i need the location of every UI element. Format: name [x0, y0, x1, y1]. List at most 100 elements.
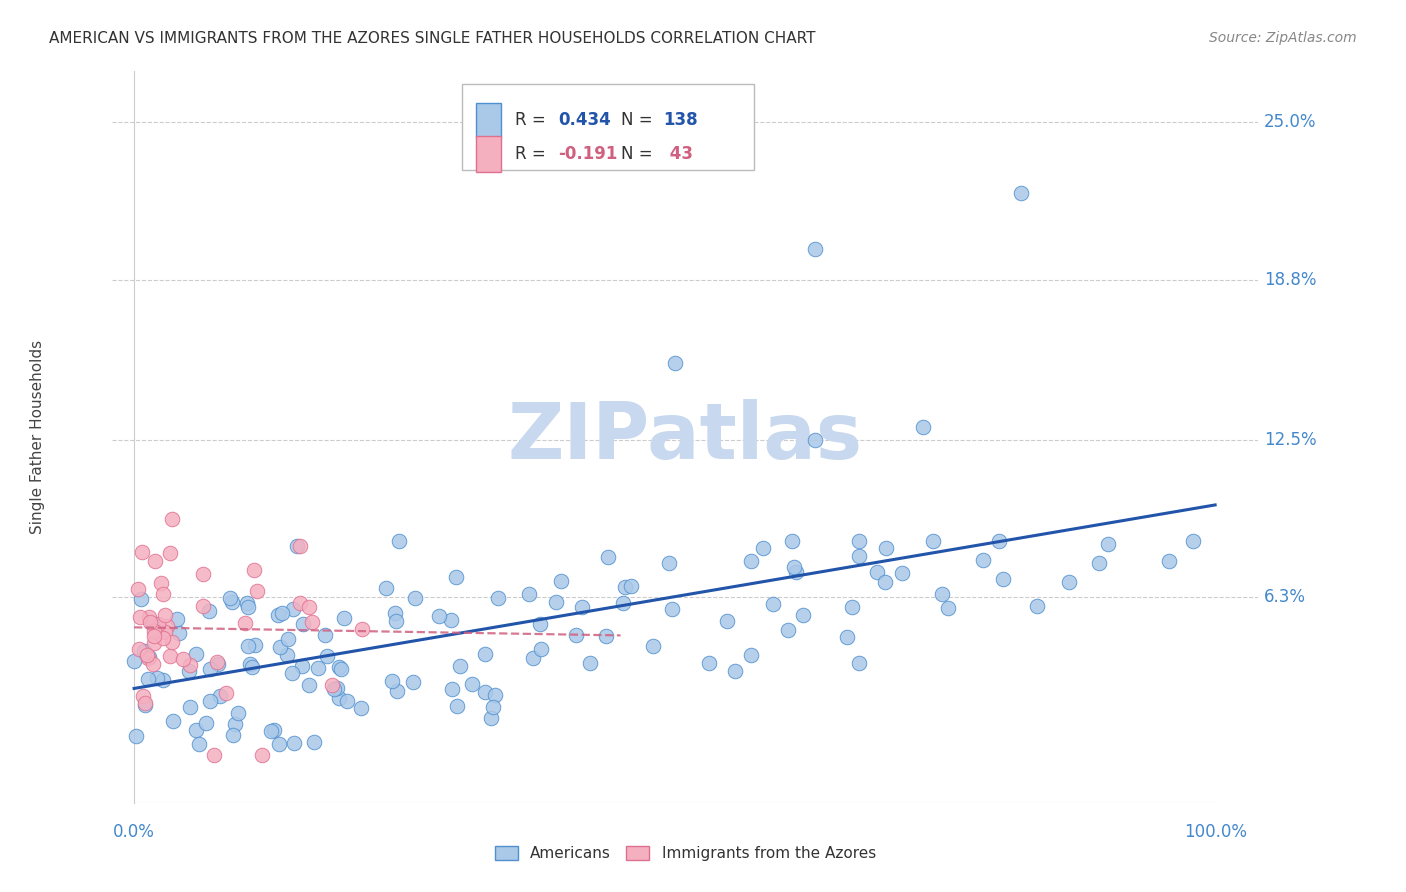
- Text: 138: 138: [664, 112, 699, 129]
- Point: [912, 420, 935, 434]
- Point: [269, 640, 291, 655]
- Point: [131, 545, 153, 559]
- Point: [207, 657, 229, 671]
- Point: [479, 711, 502, 725]
- Point: [239, 657, 262, 671]
- Point: [579, 656, 602, 670]
- Text: 25.0%: 25.0%: [1264, 113, 1316, 131]
- Point: [226, 706, 249, 720]
- Point: [186, 647, 208, 661]
- Point: [136, 673, 159, 687]
- Point: [848, 656, 870, 670]
- Point: [162, 512, 184, 526]
- Point: [187, 738, 209, 752]
- Point: [804, 433, 827, 447]
- Point: [167, 626, 190, 640]
- Point: [218, 591, 240, 605]
- Point: [546, 595, 568, 609]
- Point: [440, 613, 463, 627]
- Point: [277, 632, 299, 646]
- Bar: [475, 136, 501, 171]
- Point: [316, 648, 339, 663]
- Text: N =: N =: [621, 112, 658, 129]
- Point: [658, 556, 681, 570]
- Text: 0.0%: 0.0%: [112, 823, 155, 841]
- Point: [931, 586, 953, 600]
- Point: [134, 698, 156, 713]
- Point: [785, 566, 807, 580]
- Point: [875, 575, 897, 590]
- Point: [134, 696, 156, 710]
- Point: [138, 650, 160, 665]
- Point: [614, 580, 637, 594]
- Point: [129, 592, 152, 607]
- Point: [162, 714, 184, 728]
- Point: [461, 676, 484, 690]
- Point: [402, 675, 425, 690]
- Point: [142, 657, 165, 672]
- Point: [352, 622, 374, 636]
- Legend: Americans, Immigrants from the Azores: Americans, Immigrants from the Azores: [495, 846, 876, 861]
- Point: [205, 655, 228, 669]
- Point: [697, 656, 720, 670]
- Point: [156, 619, 179, 633]
- Point: [143, 554, 166, 568]
- Point: [270, 606, 292, 620]
- Point: [326, 681, 349, 695]
- Point: [143, 636, 166, 650]
- Point: [336, 693, 359, 707]
- Point: [972, 553, 994, 567]
- Point: [804, 242, 827, 256]
- Point: [1010, 186, 1032, 201]
- Point: [172, 652, 194, 666]
- Point: [159, 547, 181, 561]
- Point: [124, 654, 146, 668]
- Point: [1097, 537, 1119, 551]
- Point: [149, 576, 172, 591]
- Point: [446, 699, 468, 714]
- Point: [141, 615, 163, 630]
- Point: [529, 642, 551, 657]
- Point: [841, 600, 863, 615]
- FancyBboxPatch shape: [463, 84, 754, 170]
- Point: [236, 600, 259, 615]
- Text: N =: N =: [621, 145, 658, 163]
- Point: [160, 634, 183, 648]
- Point: [328, 690, 350, 705]
- Text: R =: R =: [515, 145, 551, 163]
- Point: [179, 664, 201, 678]
- Point: [385, 615, 408, 629]
- Point: [921, 534, 943, 549]
- Point: [281, 601, 304, 615]
- Point: [152, 673, 174, 688]
- Point: [238, 639, 260, 653]
- Point: [250, 747, 273, 762]
- Point: [291, 617, 314, 632]
- Point: [214, 686, 236, 700]
- Point: [936, 600, 959, 615]
- Point: [449, 659, 471, 673]
- Text: -0.191: -0.191: [558, 145, 617, 163]
- Point: [193, 566, 215, 581]
- Point: [751, 541, 773, 555]
- Point: [138, 615, 160, 630]
- Point: [427, 609, 450, 624]
- Point: [848, 549, 870, 563]
- Point: [132, 689, 155, 703]
- Point: [152, 632, 174, 646]
- Point: [388, 534, 411, 549]
- Point: [891, 566, 914, 580]
- Point: [222, 728, 245, 742]
- Point: [197, 604, 219, 618]
- Point: [307, 660, 329, 674]
- Bar: [475, 103, 501, 138]
- Point: [138, 610, 160, 624]
- Point: [792, 607, 814, 622]
- Point: [152, 587, 174, 601]
- Point: [866, 565, 889, 579]
- Point: [529, 616, 551, 631]
- Point: [301, 615, 323, 630]
- Point: [404, 591, 426, 606]
- Point: [155, 625, 177, 640]
- Point: [724, 664, 747, 678]
